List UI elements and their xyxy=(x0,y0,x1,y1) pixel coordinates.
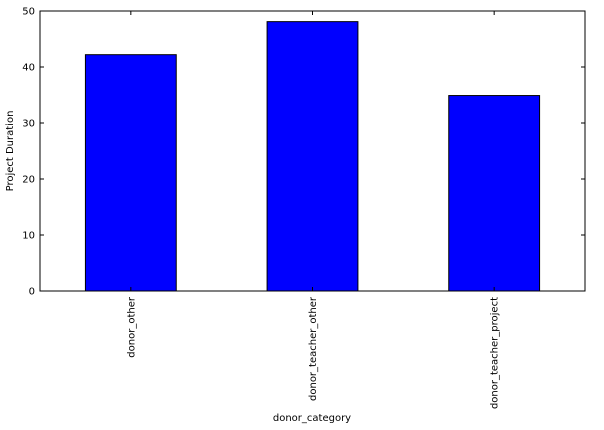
y-tick-label: 50 xyxy=(22,7,35,18)
bar-donor_teacher_project xyxy=(448,95,541,292)
y-tick-label: 20 xyxy=(22,175,35,186)
y-axis-label: Project Duration xyxy=(5,111,16,192)
plot-frame xyxy=(39,10,586,292)
bar-donor_teacher_other xyxy=(266,21,359,292)
x-axis-ticks: donor_other donor_teacher_other donor_teac… xyxy=(126,11,501,409)
bar-donor_other xyxy=(84,54,177,292)
bars-group xyxy=(84,21,541,292)
y-tick-label: 10 xyxy=(22,231,35,242)
y-tick-label: 0 xyxy=(29,287,35,298)
x-tick-label: donor_teacher_other xyxy=(308,296,319,401)
x-tick-label: donor_other xyxy=(126,296,137,358)
y-tick-label: 30 xyxy=(22,119,35,130)
x-axis-label: donor_category xyxy=(273,413,351,424)
y-tick-label: 40 xyxy=(22,63,35,74)
x-tick-label: donor_teacher_project xyxy=(490,297,501,409)
